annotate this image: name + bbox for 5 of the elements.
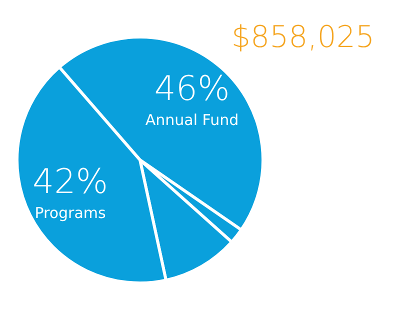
chart-title: $858,025 <box>231 20 375 55</box>
data-label: 46% <box>154 68 230 109</box>
slice-label: Programs <box>34 204 106 222</box>
slice-label: Annual Fund <box>145 110 239 129</box>
data-label: 42% <box>32 162 108 202</box>
